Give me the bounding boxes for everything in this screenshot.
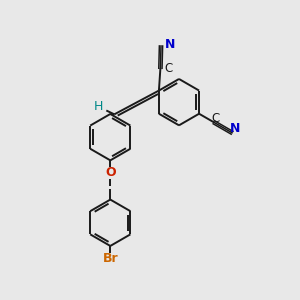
Text: N: N xyxy=(165,38,175,51)
Text: C: C xyxy=(212,112,220,125)
Text: Br: Br xyxy=(103,252,118,265)
Text: O: O xyxy=(105,166,116,179)
Text: C: C xyxy=(164,62,172,75)
Text: H: H xyxy=(93,100,103,113)
Text: N: N xyxy=(230,122,240,135)
